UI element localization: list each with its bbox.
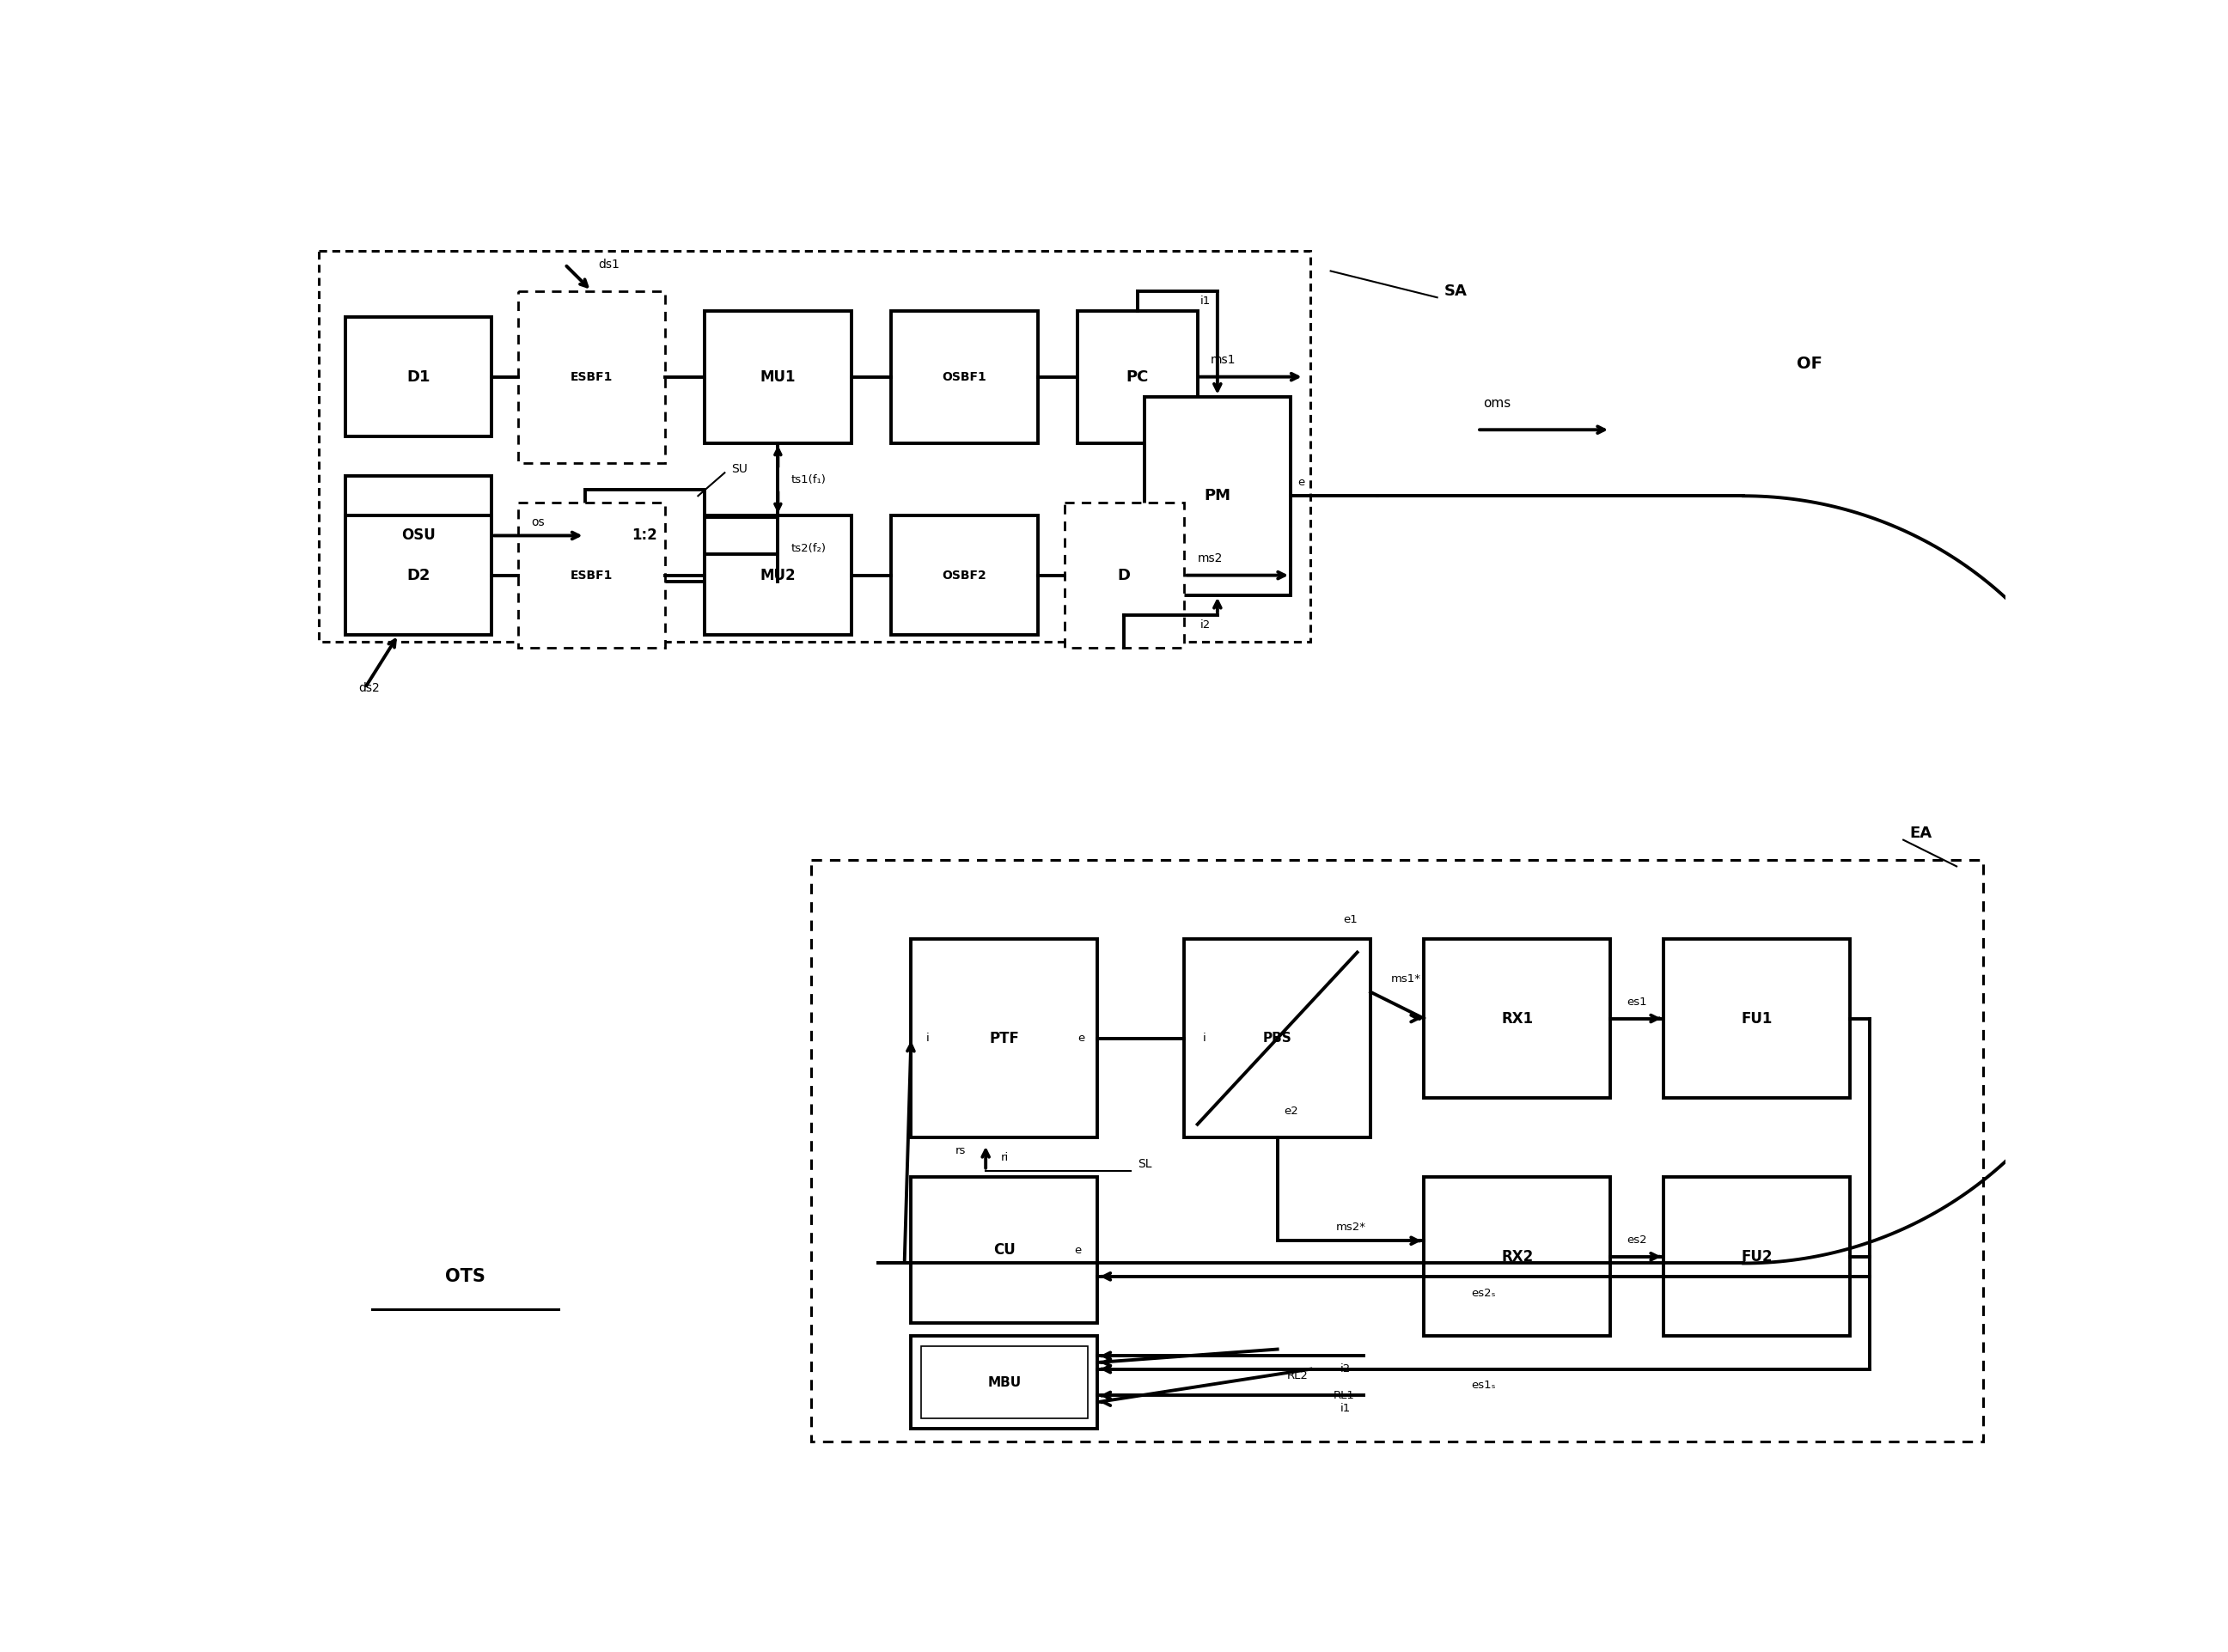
Text: MU2: MU2	[760, 568, 795, 583]
Bar	[1065, 502, 1183, 648]
Text: i2: i2	[1339, 1363, 1350, 1374]
Bar	[1664, 1178, 1849, 1336]
Bar	[1183, 938, 1370, 1138]
Bar	[345, 476, 492, 595]
Text: SU: SU	[731, 464, 749, 476]
Text: OSBF2: OSBF2	[942, 570, 987, 582]
Bar	[920, 1346, 1087, 1419]
Bar	[704, 311, 851, 443]
Text: OF: OF	[1796, 355, 1823, 372]
Text: PM: PM	[1203, 489, 1230, 504]
Text: ms2*: ms2*	[1335, 1222, 1366, 1232]
Text: SL: SL	[1139, 1158, 1152, 1170]
Text: i2: i2	[1201, 620, 1210, 631]
Text: SA: SA	[1444, 282, 1466, 299]
Text: OTS: OTS	[446, 1267, 486, 1285]
Bar	[891, 515, 1038, 634]
Text: PBS: PBS	[1263, 1032, 1292, 1044]
Text: e2: e2	[1283, 1105, 1299, 1117]
Text: i: i	[927, 1032, 929, 1044]
Text: os: os	[532, 517, 546, 529]
Text: RX1: RX1	[1502, 1011, 1533, 1026]
Text: i: i	[1203, 1032, 1205, 1044]
Text: D1: D1	[405, 368, 430, 385]
Text: rs: rs	[956, 1145, 965, 1156]
Bar	[911, 1178, 1098, 1323]
Text: MBU: MBU	[987, 1376, 1020, 1389]
Bar	[811, 859, 1983, 1442]
Text: ms1: ms1	[1210, 354, 1237, 367]
Text: ri: ri	[1000, 1151, 1009, 1163]
Bar	[1078, 311, 1196, 443]
Text: ms2: ms2	[1196, 553, 1223, 565]
Text: ts1(f₁): ts1(f₁)	[791, 474, 827, 486]
Bar	[519, 291, 664, 463]
Bar	[704, 515, 851, 634]
Text: e: e	[1297, 477, 1303, 489]
Bar	[1145, 396, 1290, 595]
Text: i1: i1	[1201, 296, 1210, 306]
Bar	[911, 938, 1098, 1138]
Text: e: e	[1074, 1244, 1081, 1256]
Bar	[319, 251, 1310, 641]
Text: PC: PC	[1125, 368, 1150, 385]
Bar	[519, 502, 664, 648]
Text: e1: e1	[1343, 914, 1357, 925]
Text: ms1*: ms1*	[1390, 973, 1421, 985]
Text: OSU: OSU	[401, 529, 434, 544]
Bar	[891, 311, 1038, 443]
Text: es2ₛ: es2ₛ	[1470, 1287, 1495, 1298]
Text: 1:2: 1:2	[633, 529, 657, 544]
Text: OSBF1: OSBF1	[942, 370, 987, 383]
Text: ts2(f₂): ts2(f₂)	[791, 544, 827, 555]
Text: FU2: FU2	[1740, 1249, 1773, 1264]
Text: es1ₛ: es1ₛ	[1470, 1379, 1495, 1391]
Text: oms: oms	[1484, 396, 1511, 410]
Bar	[345, 515, 492, 634]
Text: ESBF1: ESBF1	[570, 370, 613, 383]
Bar	[1664, 938, 1849, 1099]
Text: ds1: ds1	[597, 258, 619, 271]
Text: es1: es1	[1626, 996, 1646, 1008]
Text: CU: CU	[994, 1242, 1016, 1257]
Text: e: e	[1078, 1032, 1085, 1044]
Text: D: D	[1118, 568, 1130, 583]
Text: FU1: FU1	[1742, 1011, 1773, 1026]
Text: PTF: PTF	[989, 1031, 1020, 1046]
Text: RL2: RL2	[1286, 1370, 1308, 1381]
Text: D2: D2	[405, 568, 430, 583]
Text: ds2: ds2	[359, 682, 379, 694]
Bar	[584, 489, 704, 582]
Text: RX2: RX2	[1502, 1249, 1533, 1264]
Bar	[345, 317, 492, 436]
Text: EA: EA	[1909, 826, 1932, 841]
Bar	[911, 1336, 1098, 1429]
Bar	[1424, 1178, 1611, 1336]
Text: RL1: RL1	[1332, 1389, 1355, 1401]
Text: ESBF1: ESBF1	[570, 570, 613, 582]
Text: MU1: MU1	[760, 368, 795, 385]
Bar	[1424, 938, 1611, 1099]
Text: es2: es2	[1626, 1234, 1646, 1246]
Text: i1: i1	[1339, 1403, 1350, 1414]
